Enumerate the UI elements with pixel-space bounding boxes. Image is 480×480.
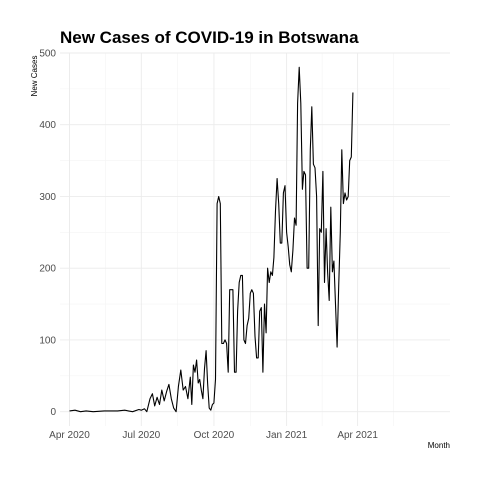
x-tick-label: Jul 2020 <box>122 430 160 441</box>
y-tick-label: 0 <box>50 407 56 418</box>
chart-title: New Cases of COVID-19 in Botswana <box>60 28 359 47</box>
y-tick-label: 300 <box>39 192 56 203</box>
y-tick-label: 100 <box>39 335 56 346</box>
series-layer <box>70 67 353 411</box>
series-line <box>70 67 353 411</box>
x-axis-ticks: Apr 2020 Jul 2020 Oct 2020 Jan 2021 Apr 2021 <box>49 430 378 441</box>
x-axis-title: Month <box>428 441 450 450</box>
x-tick-label: Oct 2020 <box>194 430 235 441</box>
y-tick-label: 500 <box>39 49 56 60</box>
y-axis-title: New Cases <box>30 56 39 97</box>
x-tick-label: Apr 2021 <box>337 430 378 441</box>
grid <box>60 53 450 426</box>
y-axis-ticks: 0 100 200 300 400 500 <box>39 49 56 419</box>
x-tick-label: Apr 2020 <box>49 430 90 441</box>
y-tick-label: 200 <box>39 264 56 275</box>
x-tick-label: Jan 2021 <box>266 430 308 441</box>
y-tick-label: 400 <box>39 120 56 131</box>
